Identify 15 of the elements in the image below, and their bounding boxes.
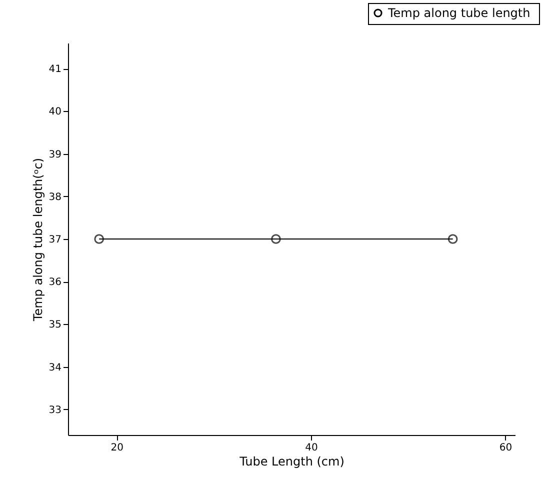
y-tick-label: 37: [48, 234, 62, 246]
y-tick-label: 35: [48, 320, 62, 331]
y-tick-label: 38: [48, 192, 62, 203]
x-tick-label: 60: [499, 442, 512, 454]
legend-label: Temp along tube length: [387, 6, 530, 20]
x-tick-label: 20: [110, 442, 124, 454]
y-tick-label: 34: [48, 362, 62, 374]
y-tick-label: 40: [48, 106, 62, 118]
x-axis-title: Tube Length (cm): [238, 454, 344, 468]
y-tick-label: 33: [48, 404, 62, 416]
y-tick-label: 41: [48, 64, 62, 76]
y-tick-label: 39: [48, 149, 62, 160]
x-tick-label: 40: [305, 442, 318, 454]
y-tick-label: 36: [48, 277, 62, 288]
y-axis-title: Temp along tube length(ᵒc): [30, 158, 45, 322]
